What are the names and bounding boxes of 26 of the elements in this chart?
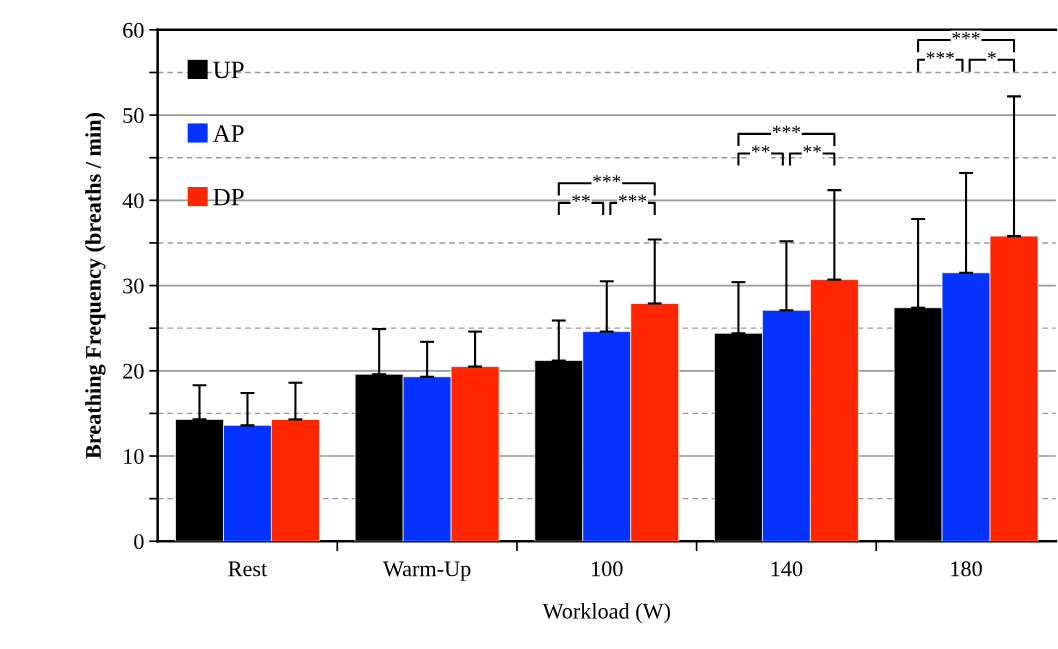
annotation: **: [751, 145, 770, 153]
legend-label: UP: [213, 61, 244, 79]
legend-label: DP: [213, 188, 244, 206]
legend-label: AP: [212, 125, 244, 142]
y-tick-label: 40: [122, 193, 144, 209]
annotation: ***: [618, 194, 647, 202]
x-axis-title: Workload (W): [542, 603, 670, 624]
annotation: *: [987, 51, 996, 59]
y-tick-label: 60: [123, 22, 144, 38]
y-tick-label: 20: [123, 363, 144, 379]
y-tick-label: 50: [123, 108, 144, 124]
y-tick-label: 10: [124, 448, 144, 464]
y-tick-label: 0: [134, 534, 144, 550]
annotation: ***: [926, 51, 954, 59]
y-axis-title: Breathing Frequency (breaths / min): [85, 113, 106, 459]
x-tick-label: 180: [951, 561, 982, 577]
annotation: **: [803, 145, 821, 153]
y-tick-label: 30: [123, 278, 144, 294]
x-tick-label: Warm-Up: [382, 561, 471, 581]
annotation: ***: [593, 175, 621, 183]
x-tick-label: 100: [592, 561, 623, 577]
x-tick-label: Rest: [228, 561, 268, 577]
annotation: **: [572, 194, 590, 202]
annotation: ***: [952, 32, 980, 40]
annotation: ***: [772, 125, 801, 133]
x-tick-label: 140: [771, 561, 803, 577]
